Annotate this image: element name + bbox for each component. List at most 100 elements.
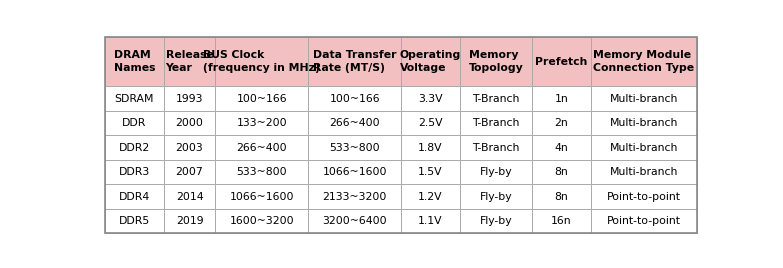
Bar bbox=[402, 111, 460, 135]
Bar bbox=[215, 111, 309, 135]
Text: 2133~3200: 2133~3200 bbox=[323, 192, 387, 202]
Bar bbox=[590, 209, 698, 233]
Bar bbox=[105, 111, 164, 135]
Bar bbox=[532, 184, 590, 209]
Bar bbox=[590, 111, 698, 135]
Text: T-Branch: T-Branch bbox=[472, 94, 520, 104]
Text: 2007: 2007 bbox=[175, 167, 204, 177]
Bar bbox=[402, 184, 460, 209]
Bar bbox=[402, 209, 460, 233]
Text: 100~166: 100~166 bbox=[236, 94, 287, 104]
Text: 2014: 2014 bbox=[175, 192, 204, 202]
Bar bbox=[460, 135, 532, 160]
Bar bbox=[590, 37, 698, 86]
Bar bbox=[460, 111, 532, 135]
Bar bbox=[105, 135, 164, 160]
Bar bbox=[164, 184, 215, 209]
Text: Fly-by: Fly-by bbox=[480, 216, 512, 226]
Bar bbox=[164, 209, 215, 233]
Text: Memory
Topology: Memory Topology bbox=[468, 50, 523, 73]
Text: Fly-by: Fly-by bbox=[480, 192, 512, 202]
Bar bbox=[105, 37, 164, 86]
Bar bbox=[532, 160, 590, 184]
Text: DDR5: DDR5 bbox=[119, 216, 150, 226]
Bar bbox=[164, 111, 215, 135]
Bar bbox=[164, 135, 215, 160]
Text: Point-to-point: Point-to-point bbox=[607, 216, 681, 226]
Text: 1.2V: 1.2V bbox=[418, 192, 443, 202]
Bar bbox=[402, 135, 460, 160]
Bar bbox=[309, 111, 402, 135]
Bar bbox=[164, 160, 215, 184]
Text: Memory Module
Connection Type: Memory Module Connection Type bbox=[594, 50, 695, 73]
Bar bbox=[460, 209, 532, 233]
Bar bbox=[590, 160, 698, 184]
Text: Multi-branch: Multi-branch bbox=[610, 118, 678, 128]
Bar bbox=[532, 111, 590, 135]
Text: BUS Clock
(frequency in MHz): BUS Clock (frequency in MHz) bbox=[204, 50, 320, 73]
Bar bbox=[532, 209, 590, 233]
Bar bbox=[164, 37, 215, 86]
Text: 1.5V: 1.5V bbox=[418, 167, 443, 177]
Text: Multi-branch: Multi-branch bbox=[610, 167, 678, 177]
Bar bbox=[309, 184, 402, 209]
Bar bbox=[590, 135, 698, 160]
Bar bbox=[402, 37, 460, 86]
Text: DDR4: DDR4 bbox=[119, 192, 150, 202]
Bar bbox=[590, 86, 698, 111]
Bar bbox=[215, 37, 309, 86]
Text: SDRAM: SDRAM bbox=[114, 94, 154, 104]
Bar bbox=[309, 209, 402, 233]
Text: 1n: 1n bbox=[554, 94, 568, 104]
Bar bbox=[309, 135, 402, 160]
Text: DDR2: DDR2 bbox=[119, 143, 150, 152]
Text: 2.5V: 2.5V bbox=[418, 118, 443, 128]
Text: 533~800: 533~800 bbox=[236, 167, 287, 177]
Text: DDR3: DDR3 bbox=[119, 167, 150, 177]
Bar bbox=[460, 86, 532, 111]
Bar bbox=[460, 184, 532, 209]
Text: 8n: 8n bbox=[554, 192, 568, 202]
Text: DDR: DDR bbox=[122, 118, 146, 128]
Text: 1600~3200: 1600~3200 bbox=[229, 216, 294, 226]
Bar bbox=[105, 160, 164, 184]
Bar bbox=[460, 37, 532, 86]
Bar bbox=[105, 209, 164, 233]
Bar bbox=[164, 86, 215, 111]
Text: Multi-branch: Multi-branch bbox=[610, 94, 678, 104]
Text: 16n: 16n bbox=[551, 216, 572, 226]
Text: 1066~1600: 1066~1600 bbox=[229, 192, 294, 202]
Bar bbox=[309, 160, 402, 184]
Bar bbox=[215, 160, 309, 184]
Text: 2000: 2000 bbox=[175, 118, 204, 128]
Text: 100~166: 100~166 bbox=[330, 94, 380, 104]
Text: Operating
Voltage: Operating Voltage bbox=[400, 50, 461, 73]
Bar bbox=[215, 86, 309, 111]
Text: Fly-by: Fly-by bbox=[480, 167, 512, 177]
Bar bbox=[215, 135, 309, 160]
Text: 1066~1600: 1066~1600 bbox=[323, 167, 387, 177]
Text: 533~800: 533~800 bbox=[330, 143, 380, 152]
Text: 266~400: 266~400 bbox=[330, 118, 380, 128]
Text: Prefetch: Prefetch bbox=[536, 57, 587, 67]
Bar bbox=[309, 86, 402, 111]
Bar bbox=[460, 160, 532, 184]
Bar bbox=[215, 184, 309, 209]
Text: Multi-branch: Multi-branch bbox=[610, 143, 678, 152]
Text: 1993: 1993 bbox=[175, 94, 204, 104]
Text: 266~400: 266~400 bbox=[236, 143, 287, 152]
Bar bbox=[590, 184, 698, 209]
Text: Release
Year: Release Year bbox=[165, 50, 214, 73]
Text: T-Branch: T-Branch bbox=[472, 118, 520, 128]
Text: DRAM
Names: DRAM Names bbox=[114, 50, 155, 73]
Bar bbox=[532, 37, 590, 86]
Bar bbox=[532, 135, 590, 160]
Bar bbox=[532, 86, 590, 111]
Bar bbox=[105, 86, 164, 111]
Text: 2003: 2003 bbox=[175, 143, 204, 152]
Bar bbox=[309, 37, 402, 86]
Bar bbox=[402, 160, 460, 184]
Text: 1.1V: 1.1V bbox=[418, 216, 443, 226]
Text: Data Transfer
Rate (MT/S): Data Transfer Rate (MT/S) bbox=[313, 50, 396, 73]
Text: T-Branch: T-Branch bbox=[472, 143, 520, 152]
